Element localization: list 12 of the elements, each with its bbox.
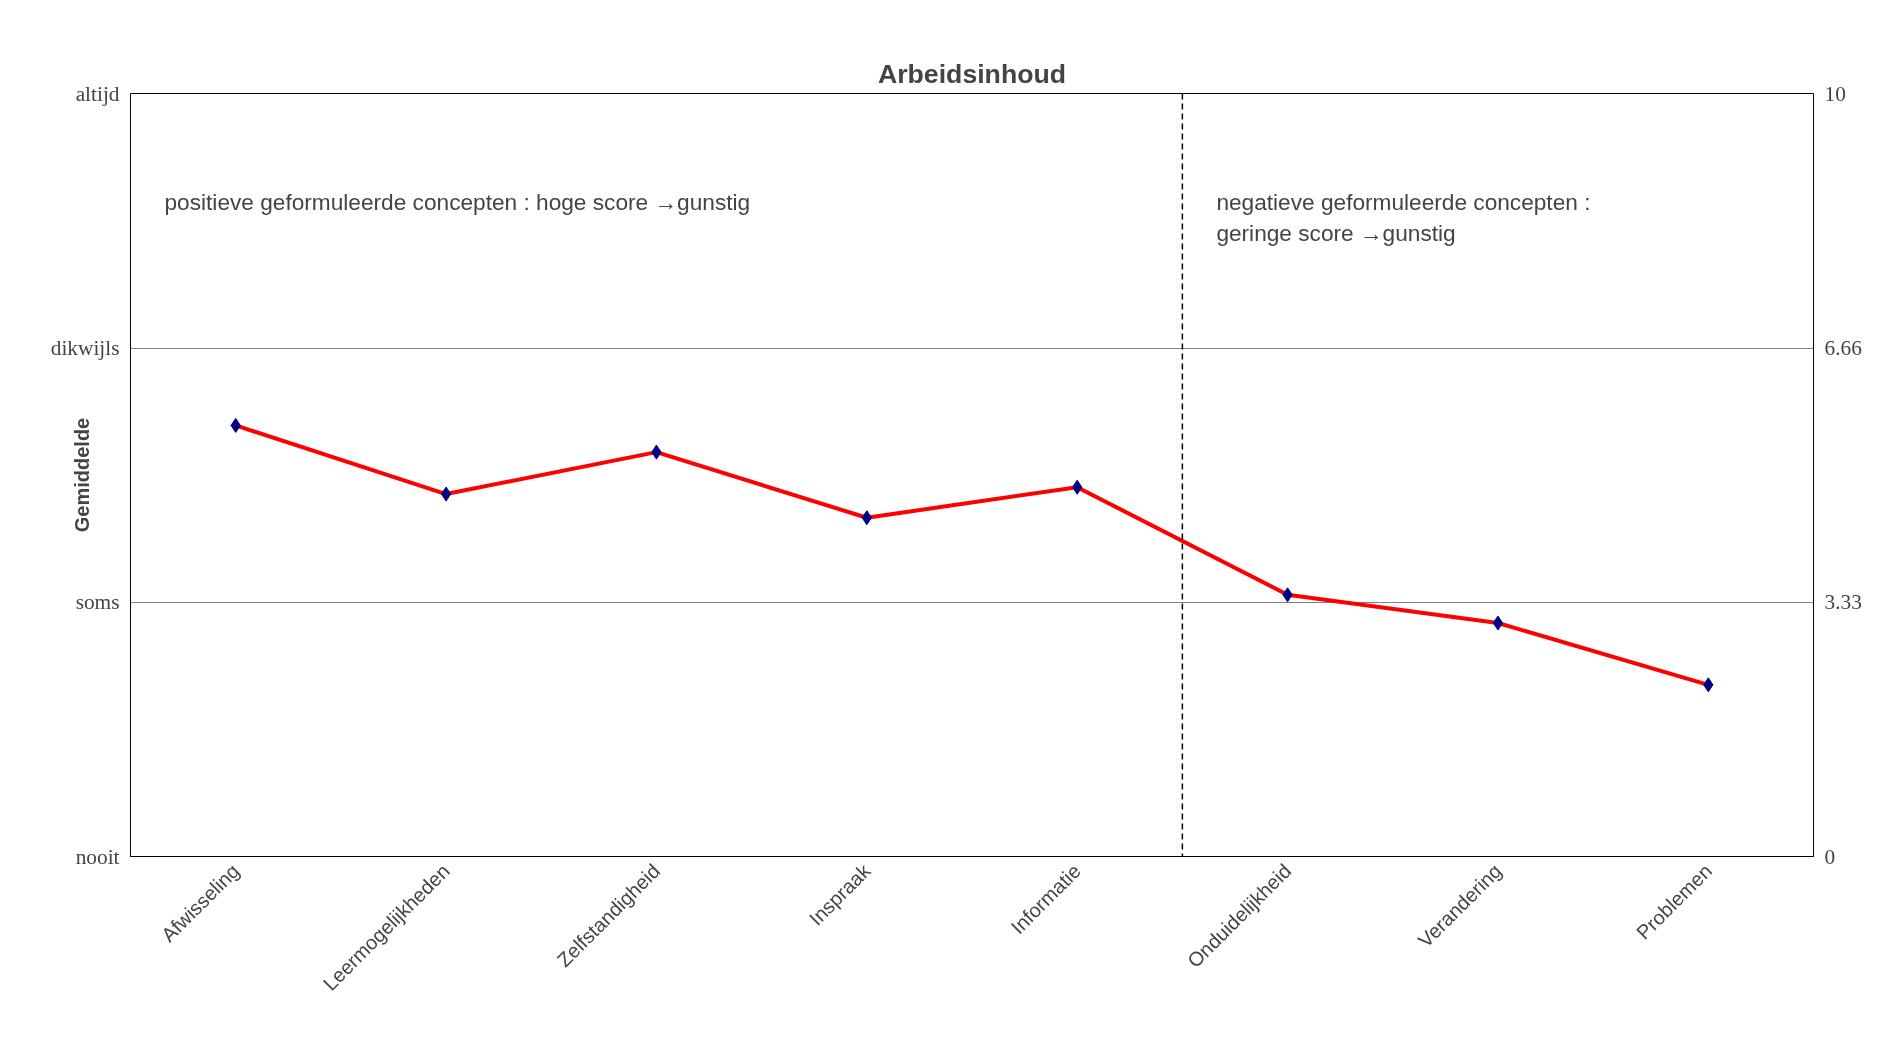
- text: nooit: [75, 844, 120, 869]
- y-tick-label: 0: [1824, 844, 1836, 869]
- annotation: negatieve geformuleerde concepten : geringe score →gunstig: [1216, 188, 1591, 246]
- text: dikwijls: [50, 336, 120, 361]
- annotation: positieve geformuleerde concepten : hoge score →gunstig: [164, 188, 751, 215]
- y-tick-label: 10: [1824, 81, 1846, 106]
- chart-title: Arbeidsinhoud: [877, 58, 1067, 89]
- y-tick-label: 6.66: [1824, 336, 1863, 361]
- y-tick-label: 3.33: [1824, 590, 1862, 615]
- y-axis-title: Gemiddelde: [70, 417, 93, 533]
- text: altijd: [75, 81, 120, 106]
- text: soms: [75, 590, 120, 615]
